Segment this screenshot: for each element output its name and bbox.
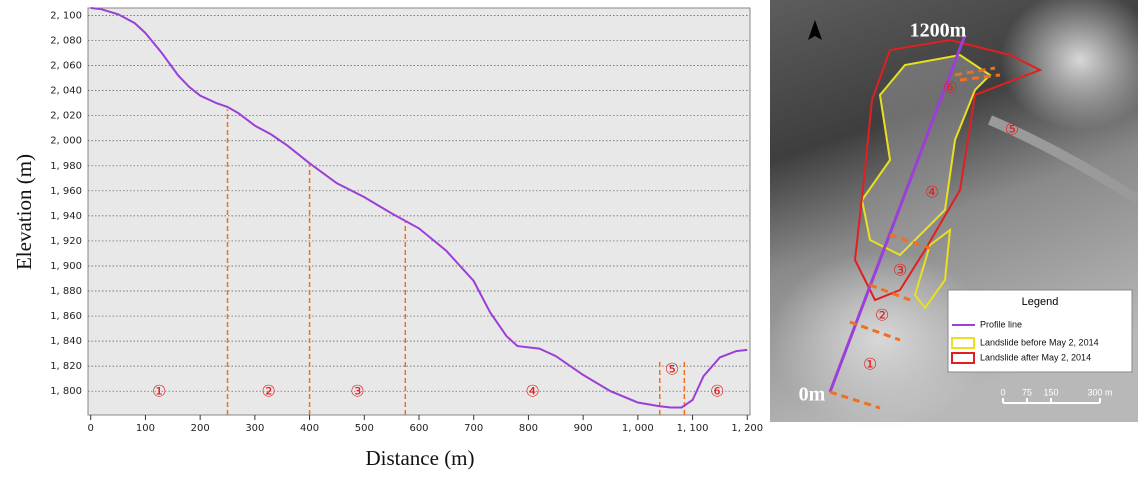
map-zone: ⑤ <box>1005 120 1019 139</box>
map-zone: ② <box>875 306 889 325</box>
x-tick-label: 0 <box>88 423 94 434</box>
map-zone: ③ <box>893 261 907 280</box>
x-tick-label: 1, 000 <box>622 423 654 434</box>
x-tick-label: 900 <box>574 423 593 434</box>
scale-label: 150 <box>1043 387 1058 397</box>
end-label: 1200m <box>910 20 967 42</box>
landslide-before <box>860 53 992 257</box>
landslide-after <box>853 38 1043 302</box>
y-tick-label: 1, 800 <box>50 386 82 397</box>
x-tick-label: 300 <box>245 423 264 434</box>
y-tick-label: 2, 000 <box>50 136 82 147</box>
y-tick-label: 2, 040 <box>50 86 82 97</box>
map-zone: ⑥ <box>943 78 957 97</box>
scale-label: 75 <box>1022 387 1032 397</box>
x-tick-label: 600 <box>409 423 428 434</box>
x-tick-label: 700 <box>464 423 483 434</box>
profile-line <box>828 34 967 393</box>
y-tick-label: 1, 920 <box>50 236 82 247</box>
x-axis-title: Distance (m) <box>365 446 474 470</box>
y-tick-label: 1, 940 <box>50 211 82 222</box>
x-tick-label: 1, 200 <box>731 423 763 434</box>
north-arrow <box>808 20 822 40</box>
y-tick-label: 1, 980 <box>50 161 82 172</box>
x-tick-label: 400 <box>300 423 319 434</box>
y-tick-label: 1, 900 <box>50 261 82 272</box>
river <box>988 115 1138 205</box>
y-tick-label: 2, 100 <box>50 11 82 22</box>
section-label: ② <box>261 382 275 401</box>
y-tick-label: 1, 820 <box>50 361 82 372</box>
y-tick-label: 2, 060 <box>50 61 82 72</box>
y-tick-label: 2, 080 <box>50 36 82 47</box>
legend-item: Landslide before May 2, 2014 <box>980 337 1099 347</box>
legend-swatch <box>951 352 975 364</box>
y-tick-label: 1, 960 <box>50 186 82 197</box>
landslide-before-lower <box>913 227 952 310</box>
scale-label: 0 <box>1000 387 1005 397</box>
legend-title: Legend <box>1022 296 1059 308</box>
section-label: ④ <box>525 382 539 401</box>
y-tick-label: 2, 020 <box>50 111 82 122</box>
section-label: ⑥ <box>710 382 724 401</box>
map-zone: ④ <box>925 183 939 202</box>
legend-item: Profile line <box>980 319 1022 329</box>
section-lines <box>829 66 1001 410</box>
y-axis-title: Elevation (m) <box>12 154 36 270</box>
section-label: ⑤ <box>665 359 679 378</box>
x-tick-label: 200 <box>191 423 210 434</box>
scale-bar <box>1002 398 1101 404</box>
x-tick-label: 800 <box>519 423 538 434</box>
town <box>1000 0 1138 130</box>
legend-item: Landslide after May 2, 2014 <box>980 352 1091 362</box>
x-tick-label: 100 <box>136 423 155 434</box>
y-tick-label: 1, 880 <box>50 286 82 297</box>
map-zone: ① <box>863 355 877 374</box>
section-label: ③ <box>350 382 364 401</box>
profile-line <box>90 7 748 409</box>
start-label: 0m <box>799 384 826 406</box>
map: 1200m 0m ① ② ③ ④ ⑤ ⑥ Legend Profile line… <box>770 0 1138 430</box>
x-tick-label: 500 <box>355 423 374 434</box>
plot-area <box>87 7 751 416</box>
section-label: ① <box>152 382 166 401</box>
x-tick-label: 1, 100 <box>677 423 709 434</box>
legend-swatch <box>951 337 975 349</box>
y-tick-label: 1, 860 <box>50 311 82 322</box>
y-tick-label: 1, 840 <box>50 336 82 347</box>
legend-box <box>947 289 1133 373</box>
scale-label: 300 m <box>1087 387 1112 397</box>
